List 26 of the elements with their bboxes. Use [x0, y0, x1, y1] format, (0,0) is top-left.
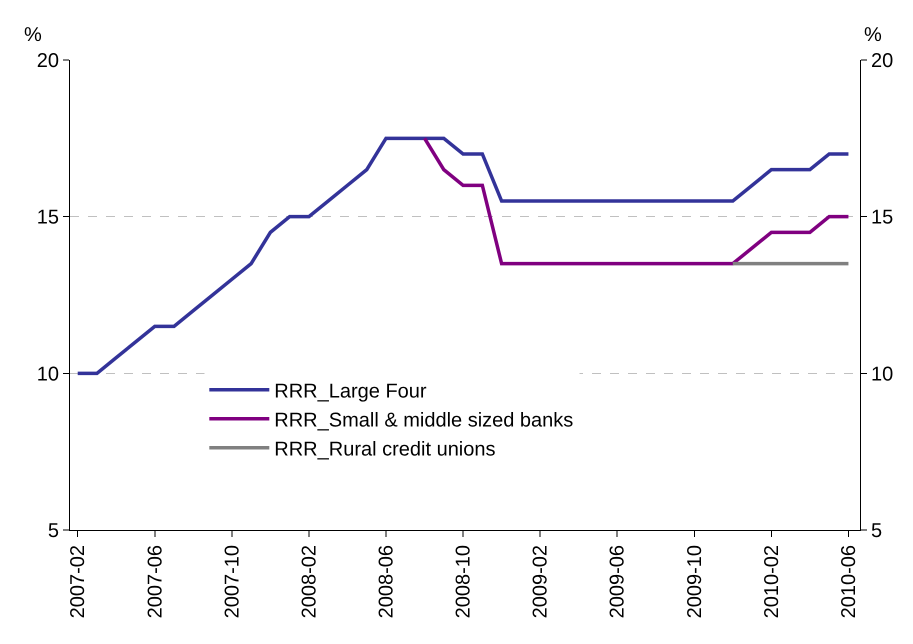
line-series: [422, 136, 850, 266]
x-tick-label: 2009-06: [606, 545, 629, 618]
legend-label: RRR_Large Four: [274, 380, 427, 402]
y-tick-label: 15: [36, 206, 59, 229]
y-axis-title: %: [24, 24, 42, 46]
y-tick-label: 20: [36, 50, 59, 72]
y2-tick-label: 5: [871, 520, 882, 542]
x-tick-label: 2008-06: [376, 545, 398, 618]
y-tick-label: 10: [36, 363, 59, 386]
y2-axis-title: %: [864, 24, 882, 46]
line-series: [76, 136, 850, 376]
legend-label: RRR_Rural credit unions: [274, 438, 496, 460]
x-tick-label: 2010-06: [838, 545, 860, 618]
legend-label: RRR_Small & middle sized banks: [274, 410, 574, 432]
y2-tick-label: 10: [871, 363, 894, 386]
x-tick-label: 2007-06: [144, 545, 166, 618]
x-tick-label: 2009-10: [684, 545, 706, 618]
x-tick-label: 2007-10: [221, 545, 244, 618]
x-tick-label: 2008-10: [452, 545, 475, 618]
y-tick-label: 5: [48, 520, 59, 542]
x-tick-label: 2010-02: [760, 545, 783, 618]
x-tick-label: 2009-02: [530, 545, 552, 618]
x-tick-label: 2007-02: [67, 545, 90, 618]
y2-tick-label: 20: [871, 50, 894, 72]
x-tick-label: 2008-02: [298, 545, 320, 618]
y2-tick-label: 15: [871, 206, 894, 229]
